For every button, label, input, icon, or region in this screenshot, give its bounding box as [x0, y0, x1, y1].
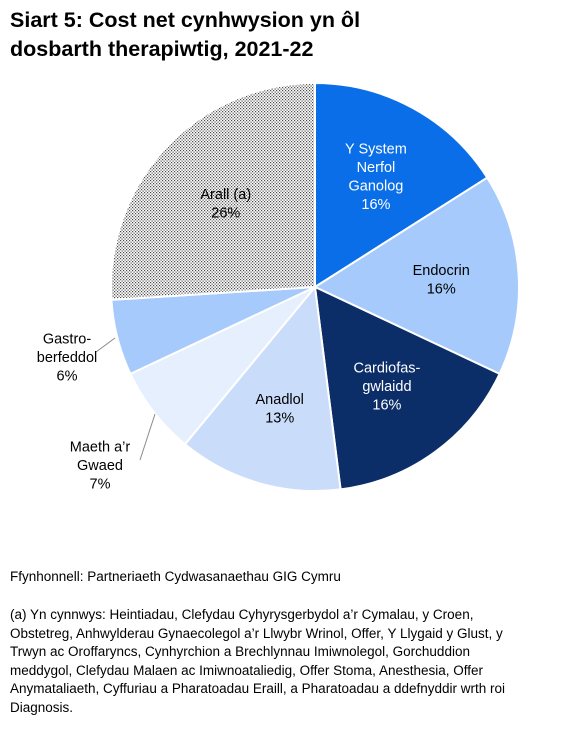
pie-slice-anadlol [183, 284, 342, 492]
slice-value-label: 7% [90, 477, 111, 493]
slice-name-label: Nerfol [357, 160, 396, 176]
slice-value-label: 6% [57, 369, 78, 385]
slice-label: Y System Nerfol Ganolog 16% [345, 141, 407, 213]
chart-title: Siart 5: Cost net cynhwysion yn ôl dosba… [10, 6, 580, 64]
pie-slice-y-system-nerfol-ganolog [314, 81, 489, 289]
slice-name-label: Anadlol [256, 392, 304, 408]
pie-slice-arall-a [110, 81, 316, 301]
slice-label: Anadlol 13% [256, 392, 304, 427]
slice-name-label: Y System [345, 141, 407, 157]
leader-line [139, 413, 156, 461]
slice-value-label: 16% [361, 197, 390, 213]
chart-title-line-1: Siart 5: Cost net cynhwysion yn ôl [10, 8, 361, 32]
footnote-line: (a) Yn cynnwys: Heintiadau, Clefydau Cyh… [10, 607, 474, 622]
footnote: (a) Yn cynnwys: Heintiadau, Clefydau Cyh… [10, 606, 586, 717]
footnote-line: Anymataliaeth, Cyffuriau a Pharatoadau E… [10, 681, 506, 696]
slice-name-label: Cardiofas- [353, 361, 420, 377]
slice-value-label: 13% [265, 411, 294, 427]
chart-title-line-2: dosbarth therapiwtig, 2021-22 [10, 37, 314, 61]
footnote-line: Trwyn ac Oroffaryncs, Cynhyrchion a Brec… [10, 644, 470, 659]
slice-label: Maeth a’r Gwaed 7% [70, 440, 131, 493]
slice-value-label: 26% [211, 205, 240, 221]
pie-slice-endocrin [312, 176, 520, 376]
slice-name-label: Arall (a) [200, 187, 251, 203]
slice-name-label: Endocrin [413, 263, 470, 279]
pie-chart: Y System Nerfol Ganolog 16%Endocrin 16%Cardi… [37, 81, 520, 493]
slice-value-label: 16% [372, 398, 401, 414]
slice-label: Endocrin 16% [413, 263, 470, 298]
footnote-line: Obstetreg, Anhwylderau Gynaecolegol a’r … [10, 625, 503, 641]
slice-value-label: 16% [427, 281, 456, 297]
source-note: Ffynhonnell: Partneriaeth Cydwasanaethau… [10, 569, 341, 584]
slice-name-label: Ganolog [349, 178, 404, 194]
slice-label: Cardiofas-gwlaidd 16% [353, 361, 420, 414]
slice-label: Gastro-berfeddol 6% [37, 332, 97, 385]
pie-slice-cardiofas-gwlaidd [313, 285, 501, 491]
slice-name-label: Gwaed [77, 458, 123, 474]
slice-name-label: Gastro- [43, 332, 92, 348]
footnote-line: Diagnosis. [10, 699, 74, 715]
slice-label: Arall (a) 26% [200, 187, 251, 222]
leader-line [95, 337, 116, 353]
slice-name-label: gwlaidd [362, 379, 411, 395]
slice-name-label: Maeth a’r [70, 440, 131, 456]
slice-name-label: berfeddol [37, 350, 97, 366]
footnote-line: meddygol, Clefydau Malaen ac Imiwnoatali… [10, 662, 484, 678]
